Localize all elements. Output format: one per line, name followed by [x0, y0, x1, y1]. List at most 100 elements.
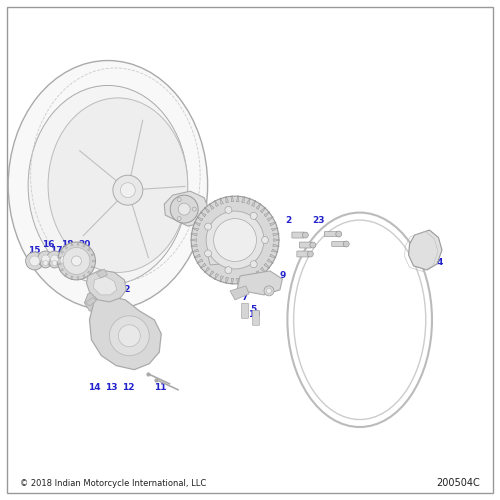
- Polygon shape: [270, 222, 276, 226]
- Polygon shape: [231, 278, 234, 285]
- Circle shape: [310, 242, 316, 248]
- Circle shape: [43, 260, 48, 266]
- Polygon shape: [242, 196, 244, 202]
- Circle shape: [40, 258, 50, 268]
- Polygon shape: [194, 254, 200, 258]
- Polygon shape: [196, 259, 203, 264]
- Polygon shape: [264, 212, 270, 217]
- Polygon shape: [236, 196, 239, 202]
- Polygon shape: [96, 269, 108, 278]
- Circle shape: [204, 250, 212, 257]
- Text: 3: 3: [416, 240, 422, 250]
- Circle shape: [264, 286, 274, 296]
- Circle shape: [177, 198, 181, 202]
- Circle shape: [262, 236, 268, 244]
- Polygon shape: [226, 278, 228, 284]
- Circle shape: [60, 256, 67, 264]
- Polygon shape: [84, 290, 108, 312]
- Text: 18: 18: [62, 240, 74, 248]
- Text: 9: 9: [280, 272, 286, 280]
- Circle shape: [343, 241, 349, 247]
- Polygon shape: [226, 196, 228, 202]
- Polygon shape: [71, 242, 73, 246]
- Circle shape: [50, 255, 58, 263]
- Polygon shape: [272, 228, 278, 231]
- Polygon shape: [77, 242, 79, 245]
- Polygon shape: [92, 260, 96, 262]
- Text: 200504C: 200504C: [436, 478, 480, 488]
- FancyBboxPatch shape: [292, 232, 304, 238]
- Polygon shape: [256, 204, 261, 210]
- Polygon shape: [260, 267, 266, 273]
- Polygon shape: [86, 298, 96, 306]
- Circle shape: [206, 211, 264, 269]
- Polygon shape: [90, 296, 161, 370]
- FancyBboxPatch shape: [297, 251, 309, 257]
- Polygon shape: [242, 278, 244, 284]
- Circle shape: [225, 206, 232, 214]
- Polygon shape: [88, 248, 91, 251]
- Polygon shape: [204, 207, 210, 213]
- Circle shape: [38, 251, 54, 267]
- Circle shape: [250, 260, 257, 268]
- Ellipse shape: [8, 60, 207, 310]
- Circle shape: [52, 260, 57, 266]
- Text: 10: 10: [248, 310, 260, 320]
- Polygon shape: [260, 207, 266, 213]
- Polygon shape: [82, 244, 85, 247]
- Polygon shape: [236, 278, 239, 285]
- Polygon shape: [88, 271, 91, 274]
- Circle shape: [266, 288, 272, 294]
- Circle shape: [225, 266, 232, 274]
- Polygon shape: [82, 274, 85, 278]
- Text: 4: 4: [436, 258, 442, 268]
- Circle shape: [63, 248, 90, 274]
- Circle shape: [46, 251, 62, 267]
- Polygon shape: [230, 286, 249, 300]
- Polygon shape: [208, 251, 225, 265]
- Circle shape: [192, 207, 196, 211]
- Polygon shape: [190, 244, 197, 246]
- Polygon shape: [200, 212, 206, 217]
- Circle shape: [191, 196, 279, 284]
- Text: 5: 5: [250, 306, 256, 314]
- Polygon shape: [60, 250, 64, 254]
- Polygon shape: [204, 267, 210, 273]
- Text: 12: 12: [122, 382, 134, 392]
- Circle shape: [170, 195, 198, 223]
- Circle shape: [56, 253, 70, 267]
- Polygon shape: [246, 276, 250, 282]
- Polygon shape: [272, 249, 278, 252]
- Circle shape: [336, 231, 342, 237]
- Polygon shape: [252, 200, 256, 206]
- Circle shape: [118, 325, 141, 346]
- Polygon shape: [273, 234, 280, 236]
- Polygon shape: [65, 273, 68, 276]
- Circle shape: [214, 218, 256, 262]
- FancyBboxPatch shape: [324, 232, 338, 236]
- Ellipse shape: [48, 98, 188, 272]
- Circle shape: [308, 251, 314, 257]
- Polygon shape: [267, 259, 274, 264]
- Text: 19: 19: [69, 246, 82, 254]
- Circle shape: [26, 252, 44, 270]
- Polygon shape: [58, 263, 61, 265]
- Polygon shape: [214, 200, 218, 206]
- Text: 15: 15: [28, 246, 41, 254]
- Polygon shape: [273, 244, 280, 246]
- FancyBboxPatch shape: [300, 242, 312, 248]
- Text: 17: 17: [50, 246, 63, 254]
- Circle shape: [113, 175, 143, 205]
- Text: 20: 20: [78, 240, 90, 248]
- Polygon shape: [60, 268, 64, 271]
- Text: 11: 11: [154, 382, 166, 392]
- Polygon shape: [58, 257, 61, 259]
- Polygon shape: [71, 276, 73, 280]
- Polygon shape: [246, 198, 250, 204]
- Text: 23: 23: [312, 216, 325, 224]
- Text: 13: 13: [105, 382, 118, 392]
- Circle shape: [50, 258, 59, 268]
- Circle shape: [177, 216, 181, 220]
- Text: 6: 6: [272, 284, 278, 294]
- FancyBboxPatch shape: [252, 310, 260, 326]
